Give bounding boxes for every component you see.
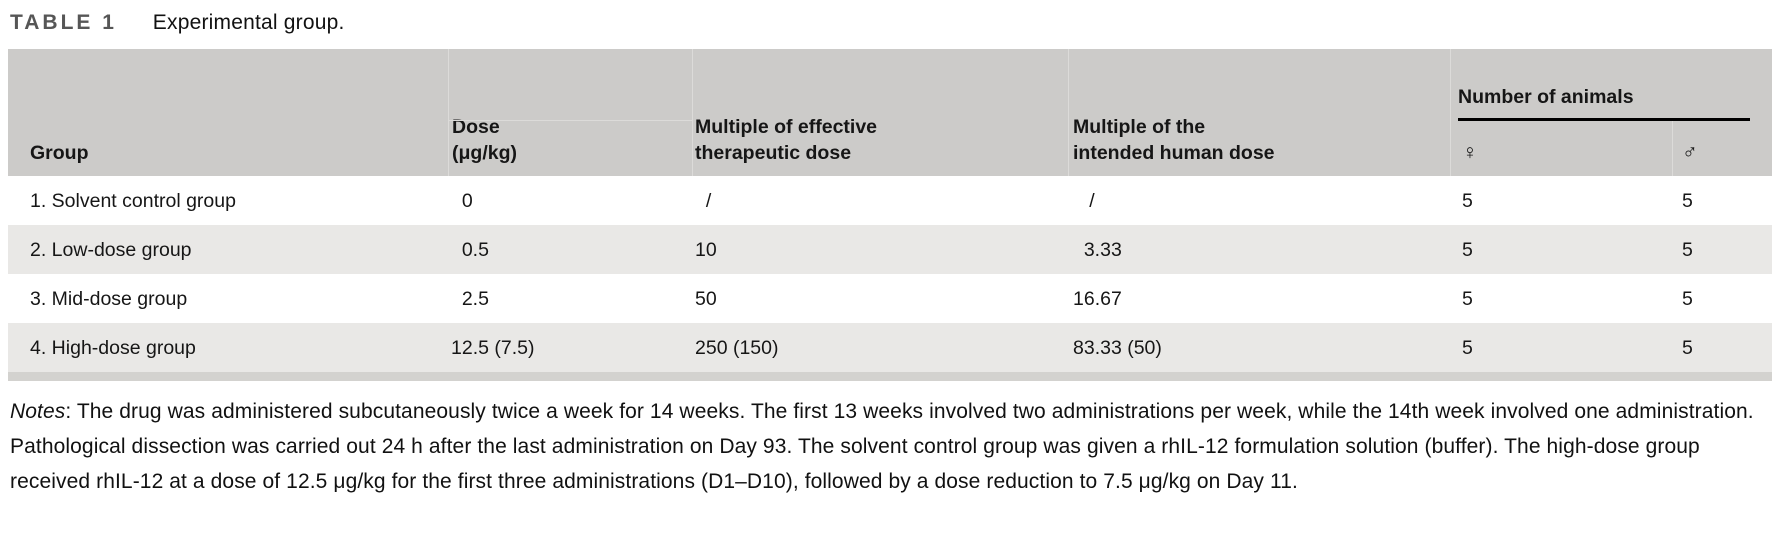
col-header-group: Group xyxy=(30,142,89,164)
cell-female-count: 5 xyxy=(1462,287,1473,310)
table-number-label: TABLE 1 xyxy=(10,11,117,34)
cell-dose: 0.5 xyxy=(451,238,489,261)
header-divider xyxy=(1450,49,1451,176)
cell-dose: 2.5 xyxy=(451,287,489,310)
cell-male-count: 5 xyxy=(1682,287,1693,310)
notes-text: : The drug was administered subcutaneous… xyxy=(10,400,1754,493)
table-title-row: TABLE 1 Experimental group. xyxy=(0,0,1780,37)
cell-female-count: 5 xyxy=(1462,238,1473,261)
col-header-female-icon: ♀ xyxy=(1462,141,1478,164)
table-row: 4. High-dose group 12.5 (7.5) 250 (150) … xyxy=(8,323,1772,372)
notes-label: Notes xyxy=(10,400,66,423)
col-header-male-icon: ♂ xyxy=(1682,141,1698,164)
table-row: 3. Mid-dose group 2.5 50 16.67 5 5 xyxy=(8,274,1772,323)
cell-multiple-human: 3.33 xyxy=(1073,238,1122,261)
cell-group: 4. High-dose group xyxy=(30,336,196,359)
cell-male-count: 5 xyxy=(1682,189,1693,212)
col-header-multiple-human-dose: Multiple of the intended human dose xyxy=(1073,116,1275,164)
table-notes: Notes: The drug was administered subcuta… xyxy=(10,394,1770,499)
table-header: Group Dose (μg/kg) Multiple of effective… xyxy=(8,49,1772,176)
table-row: 2. Low-dose group 0.5 10 3.33 5 5 xyxy=(8,225,1772,274)
header-divider xyxy=(448,49,449,176)
col-header-multiple-effective-dose: Multiple of effective therapeutic dose xyxy=(695,116,878,164)
cell-female-count: 5 xyxy=(1462,336,1473,359)
number-of-animals-label: Number of animals xyxy=(1458,86,1634,108)
cell-multiple-human: / xyxy=(1073,189,1095,212)
cell-dose: 0 xyxy=(451,189,473,212)
cell-multiple-effective: 250 (150) xyxy=(695,336,779,359)
cell-group: 1. Solvent control group xyxy=(30,189,236,212)
cell-multiple-human: 16.67 xyxy=(1073,287,1122,310)
cell-male-count: 5 xyxy=(1682,238,1693,261)
cell-multiple-effective: 50 xyxy=(695,287,717,310)
cell-group: 2. Low-dose group xyxy=(30,238,192,261)
header-divider xyxy=(1068,49,1069,176)
header-divider xyxy=(1672,121,1673,176)
header-divider xyxy=(692,49,693,176)
col-header-dose: Dose (μg/kg) xyxy=(452,116,518,164)
cell-female-count: 5 xyxy=(1462,189,1473,212)
cell-multiple-human: 83.33 (50) xyxy=(1073,336,1162,359)
header-divider xyxy=(448,120,692,121)
table-bottom-strip xyxy=(8,372,1772,381)
cell-male-count: 5 xyxy=(1682,336,1693,359)
experimental-group-table: Group Dose (μg/kg) Multiple of effective… xyxy=(8,49,1772,381)
cell-multiple-effective: 10 xyxy=(695,238,717,261)
table-row: 1. Solvent control group 0 / / 5 5 xyxy=(8,176,1772,225)
cell-group: 3. Mid-dose group xyxy=(30,287,188,310)
cell-dose: 12.5 (7.5) xyxy=(451,336,535,359)
table-caption: Experimental group. xyxy=(152,11,345,34)
col-group-header-number-of-animals: Number of animals xyxy=(1450,49,1772,121)
cell-multiple-effective: / xyxy=(695,189,712,212)
number-of-animals-rule xyxy=(1458,118,1750,121)
